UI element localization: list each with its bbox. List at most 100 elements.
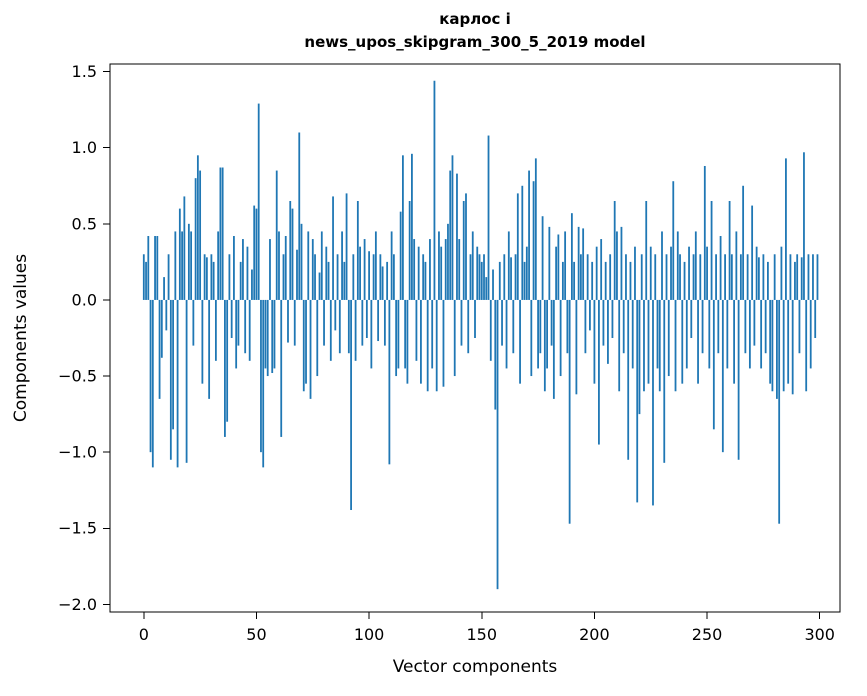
bar [178,208,181,300]
bar [199,170,202,300]
bar [764,299,767,354]
chart-title: карлос i [439,10,511,28]
bar [402,155,404,300]
bar [776,299,778,399]
bar [395,299,398,377]
bar [809,299,812,369]
bar [422,254,425,300]
bar [807,254,810,300]
bar [214,299,217,361]
bar [512,299,515,354]
bar [262,299,265,468]
bar [424,261,427,300]
bar [733,299,735,384]
bar [278,231,280,300]
x-tick-label: 150 [466,625,497,644]
bar [356,201,359,300]
x-tick-label: 100 [354,625,385,644]
bar [320,231,323,300]
bar [577,226,580,300]
bar [589,299,591,331]
bar [399,211,402,300]
bar [392,254,395,300]
bar [190,231,193,300]
bar [708,299,711,369]
bar [751,205,754,300]
bar [449,170,452,300]
bar [627,299,630,460]
bar [643,299,645,392]
bar [600,239,603,300]
bar [363,239,366,300]
bar [683,261,686,300]
bar [370,299,373,369]
bar [273,299,276,369]
bar [591,261,594,300]
bar [728,201,731,300]
bar [665,254,668,300]
x-axis-label: Vector components [393,657,558,677]
bar [667,299,670,377]
bar [275,170,278,300]
bar [253,205,256,300]
bar [773,254,776,300]
bar [566,299,569,354]
bar [771,299,774,392]
bar [694,231,697,300]
bar [208,299,211,399]
bar [726,299,729,369]
y-tick-label: 1.5 [72,62,97,81]
bar [647,299,650,384]
bar [426,299,429,392]
bar [719,236,722,300]
bar [298,132,301,300]
bar [670,246,672,300]
bar [746,254,749,300]
bar [805,299,808,392]
bar [406,299,409,384]
bar [260,299,262,453]
bar [748,299,751,369]
bar [325,246,328,300]
x-tick-label: 50 [246,625,266,644]
bar [649,246,652,300]
bar [791,299,794,395]
bar [498,261,501,300]
bar [365,299,368,338]
bar [284,236,287,300]
bar [172,299,174,430]
bar [514,254,517,300]
bar [796,254,799,300]
bar [503,254,506,300]
bar [607,299,609,364]
bar [408,201,411,300]
bar [287,299,289,343]
bar [814,299,817,338]
bar [269,239,271,300]
y-tick-label: −2.0 [58,595,97,614]
bar [154,236,156,300]
bar [386,261,389,300]
bar [582,228,585,300]
bar [383,299,386,346]
bar [652,299,654,506]
bar [462,201,465,300]
bar [611,299,614,338]
bar [546,299,548,369]
y-tick-label: −0.5 [58,367,97,386]
x-tick-label: 250 [692,625,723,644]
bar [350,299,352,511]
bar [661,231,663,300]
bar [307,231,310,300]
bar [712,299,715,430]
bar [438,231,440,300]
bar [361,299,364,346]
bar [573,261,576,300]
bar [447,223,449,300]
bar [539,299,542,354]
bar [496,299,499,590]
bar [201,299,204,384]
x-axis-ticks: 0 50 100 150 200 250 300 [139,612,835,644]
bar [715,254,717,300]
bar [564,231,567,300]
